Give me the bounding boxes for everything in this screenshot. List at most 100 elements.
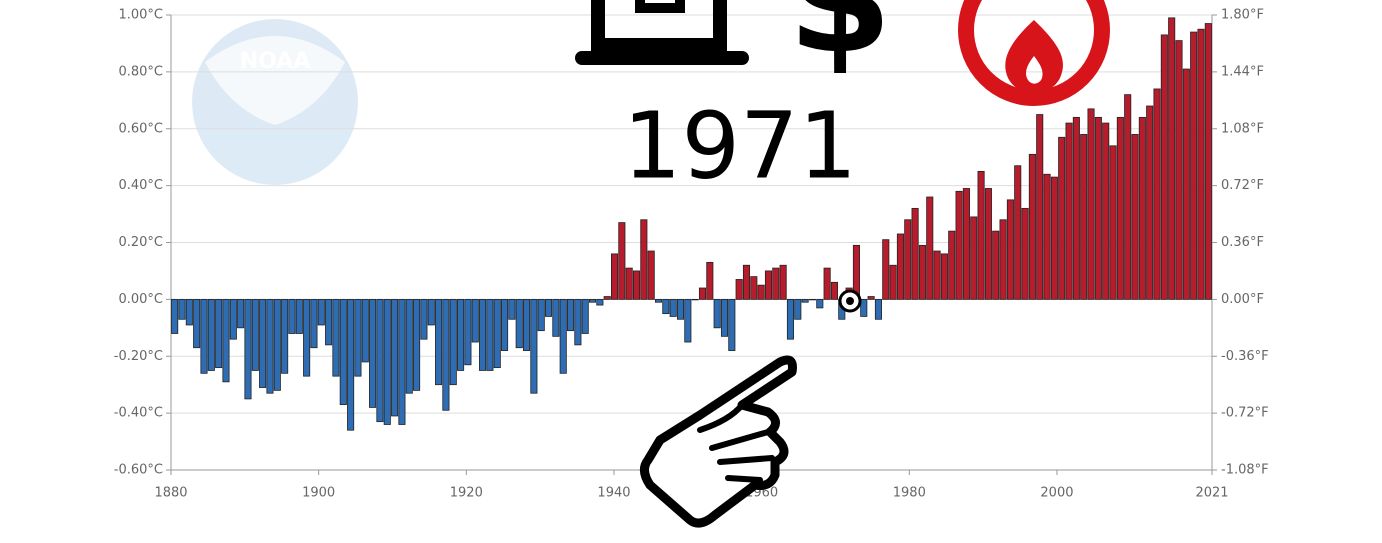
bar: [1109, 145, 1117, 300]
bar: [882, 239, 890, 300]
bar: [610, 253, 619, 300]
bar: [435, 298, 443, 386]
bar: [720, 298, 729, 337]
bar: [207, 298, 215, 371]
bar: [193, 298, 201, 349]
bar: [1087, 108, 1095, 300]
bar: [574, 298, 582, 346]
bar: [647, 250, 655, 300]
bar: [259, 298, 267, 388]
bar: [427, 298, 435, 326]
x-tick-label: 1940: [597, 486, 630, 501]
y2-tick-label: 0.72°F: [1221, 178, 1264, 193]
y2-tick-label: 0.00°F: [1221, 292, 1264, 307]
bar: [552, 298, 560, 337]
bar: [618, 222, 626, 300]
bar: [1014, 165, 1022, 300]
bar: [281, 298, 289, 374]
bar: [698, 287, 707, 300]
bar: [706, 262, 714, 300]
bar: [801, 298, 809, 303]
bar: [266, 298, 274, 394]
bar: [662, 298, 670, 314]
x-tick-label: 1980: [893, 486, 926, 501]
bar: [1153, 88, 1161, 300]
bar: [457, 298, 465, 371]
bar: [1094, 116, 1102, 300]
bar: [999, 219, 1007, 300]
bar: [889, 264, 897, 300]
bar: [347, 298, 355, 431]
y-tick-label: 0.80°C: [118, 64, 163, 79]
bar: [962, 188, 970, 300]
bar: [955, 190, 963, 300]
y-tick-label: 1.00°C: [118, 8, 163, 23]
bar: [625, 267, 633, 300]
bar: [728, 298, 736, 351]
bar: [984, 188, 992, 300]
bar: [471, 298, 479, 343]
y-tick-label: -0.60°C: [114, 463, 163, 478]
x-tick-label: 2021: [1195, 486, 1228, 501]
bar: [501, 298, 509, 351]
hand-fingers: [697, 402, 775, 483]
bar: [405, 298, 413, 394]
bar: [523, 298, 531, 351]
pump-body: [591, 0, 727, 52]
bar: [1036, 114, 1044, 300]
bar: [567, 298, 575, 332]
bar: [339, 298, 347, 405]
y2-tick-label: -1.08°F: [1221, 463, 1269, 478]
bar: [369, 298, 377, 408]
bar: [545, 298, 553, 317]
bar: [867, 296, 875, 300]
bar: [911, 207, 919, 300]
bar: [303, 298, 311, 377]
bar: [288, 298, 296, 334]
bar: [493, 298, 501, 369]
bar: [1116, 116, 1124, 300]
bar: [632, 270, 641, 300]
y-tick-label: 0.60°C: [118, 121, 163, 136]
bar: [918, 244, 926, 300]
bar: [948, 230, 956, 300]
bar: [772, 267, 780, 300]
bar: [1043, 173, 1051, 300]
bar: [332, 298, 340, 377]
bar: [904, 219, 912, 300]
bar: [1072, 116, 1080, 300]
bar: [1182, 68, 1190, 300]
bar: [970, 216, 978, 300]
bar: [757, 284, 765, 300]
watermark-text: NOAA: [240, 49, 311, 74]
bar: [295, 298, 303, 334]
bar: [1190, 31, 1198, 300]
bar: [171, 298, 179, 334]
bar: [420, 298, 428, 340]
bar: [640, 219, 648, 300]
bar: [669, 298, 677, 317]
bar: [750, 276, 758, 300]
x-tick-label: 1880: [154, 486, 187, 501]
watermark-gull: [205, 36, 345, 125]
bar: [1065, 122, 1073, 300]
bar: [449, 298, 457, 386]
bar: [713, 298, 721, 329]
bar: [1021, 207, 1029, 300]
bar: [229, 298, 237, 340]
bar: [325, 298, 333, 346]
bar: [1146, 105, 1154, 300]
bar: [515, 298, 523, 349]
bar: [896, 233, 904, 300]
bar: [596, 298, 604, 306]
bar: [222, 298, 230, 383]
bar: [486, 298, 494, 371]
bar: [926, 196, 934, 300]
year-marker-dot: [846, 297, 854, 305]
bar: [317, 298, 325, 326]
bar: [1050, 176, 1058, 300]
bar: [1006, 199, 1014, 300]
bar: [464, 298, 472, 366]
pump-screen: [635, 0, 685, 13]
bar: [830, 281, 838, 300]
